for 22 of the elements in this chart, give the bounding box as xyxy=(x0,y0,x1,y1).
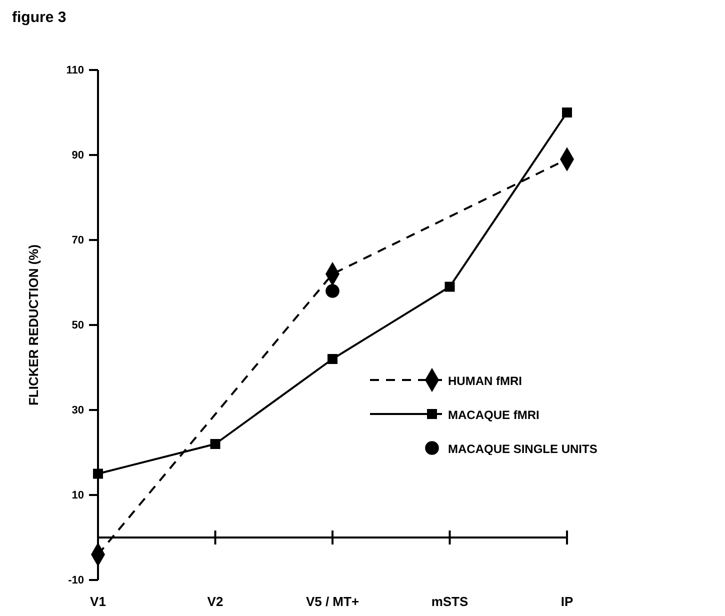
x-tick-label: mSTS xyxy=(431,594,468,609)
chart-title: figure 3 xyxy=(12,9,66,26)
point xyxy=(328,354,338,364)
point xyxy=(562,108,572,118)
y-tick-label: 50 xyxy=(72,320,84,332)
y-tick-label: 10 xyxy=(72,490,84,502)
point xyxy=(210,439,220,449)
y-tick-label: 110 xyxy=(66,64,84,77)
x-tick-label: V5 / MT+ xyxy=(306,594,360,609)
y-axis-title: FLICKER REDUCTION (%) xyxy=(26,244,41,406)
y-tick-label: -10 xyxy=(68,574,84,587)
point xyxy=(93,468,103,479)
legend-label: MACAQUE SINGLE UNITS xyxy=(448,442,598,456)
x-tick-label: IP xyxy=(560,594,574,609)
y-tick-label: 30 xyxy=(72,404,84,417)
y-tick-label: 90 xyxy=(72,150,84,162)
legend-label: HUMAN fMRI xyxy=(448,374,522,388)
legend-label: MACAQUE fMRI xyxy=(448,408,540,422)
x-tick-label: V1 xyxy=(90,594,106,609)
x-tick-label: V2 xyxy=(207,594,224,609)
y-tick-label: 70 xyxy=(72,234,84,247)
point xyxy=(444,282,455,292)
